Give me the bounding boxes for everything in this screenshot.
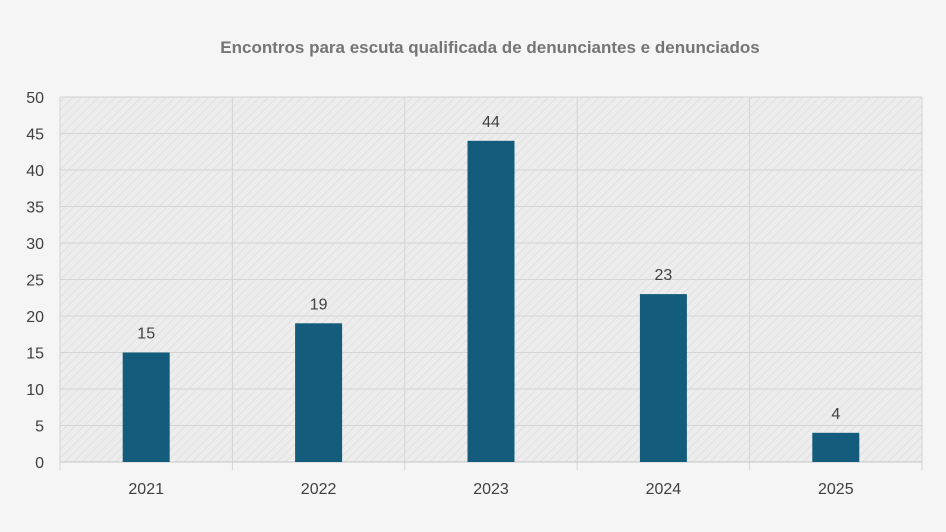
bar-2024 [639, 294, 687, 462]
data-labels: 15 19 44 23 4 [137, 114, 840, 423]
data-label-2021: 15 [137, 326, 155, 343]
y-tick-label-30: 30 [26, 236, 44, 253]
y-tick-label-35: 35 [26, 200, 44, 217]
data-label-2022: 19 [310, 296, 328, 313]
y-tick-label-0: 0 [35, 455, 44, 472]
x-tick-label-2024: 2024 [646, 481, 682, 498]
bar-2025 [812, 432, 860, 462]
bar-2023 [467, 140, 515, 463]
x-tick-label-2021: 2021 [128, 481, 164, 498]
y-tick-label-25: 25 [26, 273, 44, 290]
chart-title: Encontros para escuta qualificada de den… [220, 38, 759, 57]
bar-2022 [295, 323, 343, 462]
y-tick-label-40: 40 [26, 163, 44, 180]
data-label-2023: 44 [482, 114, 500, 131]
x-tick-label-2023: 2023 [473, 481, 509, 498]
y-tick-label-15: 15 [26, 346, 44, 363]
x-tick-label-2022: 2022 [301, 481, 337, 498]
y-tick-label-20: 20 [26, 309, 44, 326]
bars [122, 140, 860, 463]
y-tick-label-45: 45 [26, 127, 44, 144]
data-label-2025: 4 [831, 406, 840, 423]
y-axis-tick-labels: 0 5 10 15 20 25 30 35 40 45 50 [26, 90, 44, 472]
data-label-2024: 23 [655, 267, 673, 284]
x-tick-label-2025: 2025 [818, 481, 854, 498]
x-axis-tick-labels: 2021 2022 2023 2024 2025 [128, 481, 853, 498]
bar-2021 [122, 352, 170, 462]
y-tick-label-10: 10 [26, 382, 44, 399]
y-tick-label-50: 50 [26, 90, 44, 107]
y-tick-label-5: 5 [35, 419, 44, 436]
